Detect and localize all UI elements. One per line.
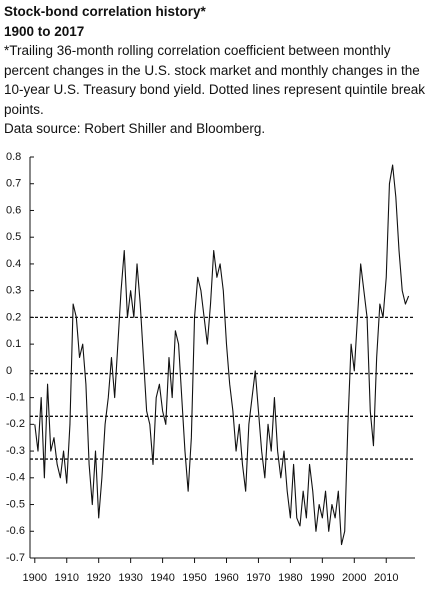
y-tick-label: -0.5 <box>6 498 25 510</box>
x-tick-label: 1900 <box>23 572 47 584</box>
y-tick-label: 0.7 <box>6 178 21 190</box>
x-tick-label: 1990 <box>310 572 334 584</box>
x-tick-label: 1940 <box>150 572 174 584</box>
y-tick-label: 0.6 <box>6 204 21 216</box>
y-tick-label: -0.3 <box>6 445 25 457</box>
header: Stock-bond correlation history* 1900 to … <box>4 2 434 139</box>
x-tick-label: 2010 <box>374 572 398 584</box>
x-tick-label: 1910 <box>55 572 79 584</box>
x-tick-label: 1930 <box>118 572 142 584</box>
x-tick-label: 1960 <box>214 572 238 584</box>
y-tick-label: 0.2 <box>6 311 21 323</box>
y-tick-label: 0 <box>6 365 12 377</box>
x-tick-label: 2000 <box>342 572 366 584</box>
note: *Trailing 36-month rolling correlation c… <box>4 43 425 117</box>
x-tick-label: 1950 <box>182 572 206 584</box>
y-tick-label: -0.4 <box>6 472 25 484</box>
y-tick-label: -0.6 <box>6 525 25 537</box>
y-tick-label: 0.8 <box>6 151 21 163</box>
source: Data source: Robert Shiller and Bloomber… <box>4 121 266 136</box>
x-tick-label: 1920 <box>86 572 110 584</box>
chart-title: Stock-bond correlation history* <box>4 4 206 19</box>
y-tick-label: 0.3 <box>6 285 21 297</box>
line <box>34 164 410 546</box>
y-tick-label: 0.5 <box>6 231 21 243</box>
chart-subtitle: 1900 to 2017 <box>4 23 85 39</box>
y-tick-label: 0.1 <box>6 338 21 350</box>
y-tick-label: -0.7 <box>6 552 25 564</box>
y-tick-label: 0.4 <box>6 258 21 270</box>
x-tick-label: 1980 <box>278 572 302 584</box>
y-tick-label: -0.1 <box>6 392 25 404</box>
x-tick-label: 1970 <box>246 572 270 584</box>
y-tick-label: -0.2 <box>6 418 25 430</box>
